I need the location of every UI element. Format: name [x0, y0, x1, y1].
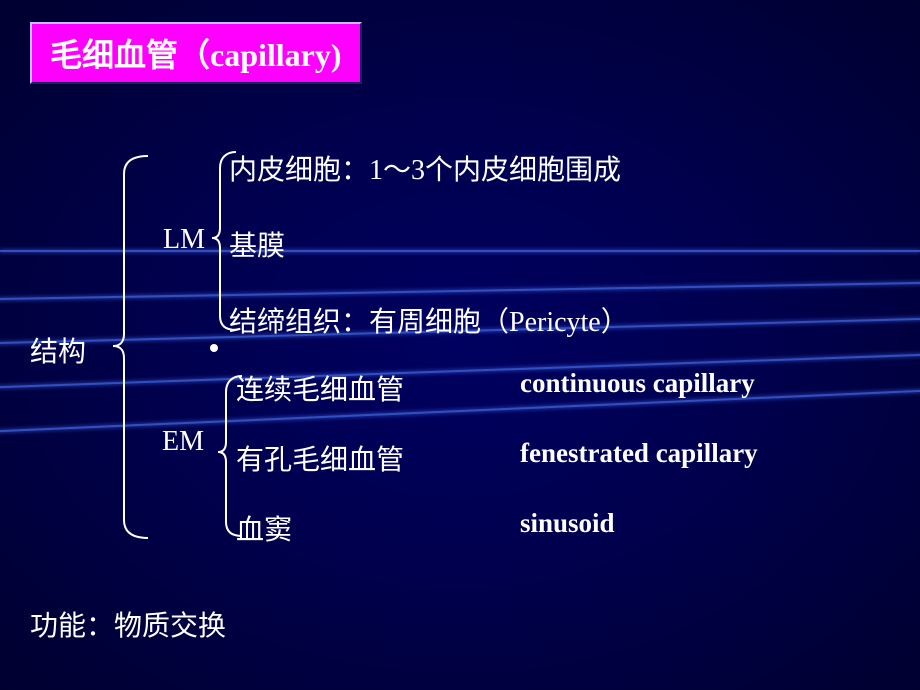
slide-root: 毛细血管（capillary) 内皮细胞：1～3个内皮细胞围成 基膜 结缔组织：…	[0, 0, 920, 690]
center-dot-icon	[210, 344, 218, 352]
em-item-zh: 血窦	[236, 508, 292, 548]
lm-item: 结缔组织：有周细胞（Pericyte）	[229, 300, 629, 340]
em-label: EM	[162, 426, 204, 458]
bracket-structure	[0, 0, 920, 690]
em-item-zh: 有孔毛细血管	[236, 438, 404, 478]
em-item-en: sinusoid	[520, 508, 615, 539]
em-item-en: continuous capillary	[520, 368, 755, 399]
title-box: 毛细血管（capillary)	[30, 22, 362, 84]
stripe	[0, 353, 920, 390]
lm-item: 基膜	[229, 224, 285, 264]
stripe	[0, 388, 920, 434]
em-item-en: fenestrated capillary	[520, 438, 758, 469]
lm-label: LM	[163, 224, 205, 256]
function-line: 功能：物质交换	[30, 604, 226, 644]
stripe	[0, 281, 920, 300]
stripe	[0, 250, 920, 252]
lm-item: 内皮细胞：1～3个内皮细胞围成	[229, 148, 621, 188]
structure-label: 结构	[30, 330, 86, 370]
em-item-zh: 连续毛细血管	[236, 368, 404, 408]
